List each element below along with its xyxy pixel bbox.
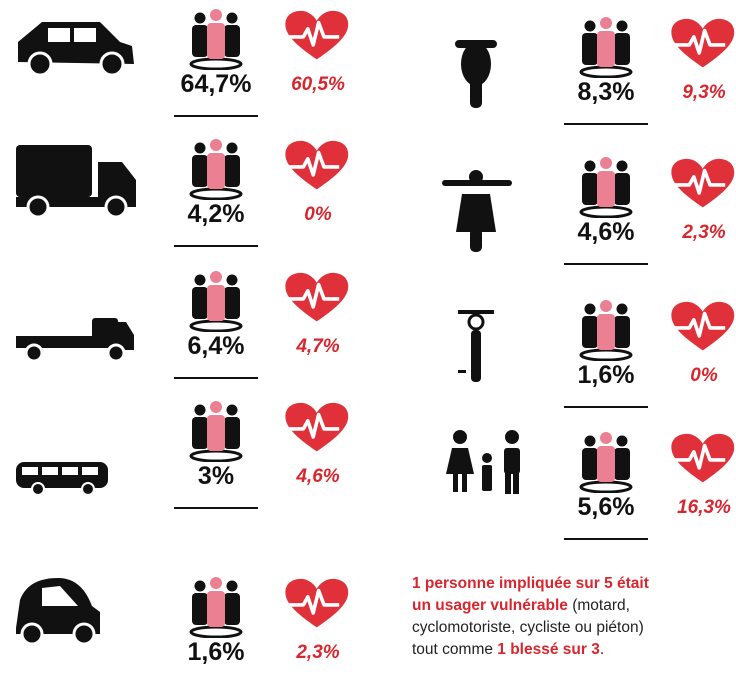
- involved-percent: 1,6%: [188, 638, 245, 666]
- car-icon: [18, 22, 134, 77]
- involved-percent: 4,6%: [578, 218, 635, 246]
- truck-icon: [16, 145, 136, 219]
- heart-icon: [666, 301, 736, 353]
- people-icon: [189, 576, 243, 638]
- small-car-icon: [16, 578, 100, 646]
- involved-percent: 8,3%: [578, 78, 635, 106]
- heart-icon: [280, 10, 350, 62]
- scooter-icon: [442, 170, 512, 252]
- heart-icon: [666, 433, 736, 485]
- heart-icon: [280, 140, 350, 192]
- motorcycle-icon: [455, 40, 497, 108]
- note-segment: (motard,: [568, 597, 630, 614]
- injured-percent: 4,6%: [295, 466, 339, 487]
- note-segment: cyclomotoriste, cycliste ou piéton): [412, 619, 644, 636]
- heart-icon: [280, 402, 350, 454]
- bicycle-icon: [458, 310, 494, 382]
- heart-icon: [280, 578, 350, 630]
- people-icon: [189, 138, 243, 200]
- note-line: tout comme 1 blessé sur 3.: [412, 641, 604, 658]
- note-segment: tout comme: [412, 641, 497, 658]
- note-segment: 1 personne impliquée sur 5 était: [412, 575, 649, 592]
- involved-percent: 4,2%: [188, 200, 245, 228]
- people-icon: [189, 270, 243, 332]
- note-segment: .: [600, 641, 604, 658]
- note-segment: 1 blessé sur 3: [497, 641, 600, 658]
- injured-percent: 60,5%: [291, 74, 345, 95]
- people-icon: [579, 299, 633, 361]
- pedestrians-icon: [446, 430, 520, 494]
- heart-icon: [666, 18, 736, 70]
- injured-percent: 0%: [690, 365, 718, 386]
- injured-percent: 2,3%: [681, 222, 725, 243]
- note-line: 1 personne impliquée sur 5 était: [412, 575, 649, 592]
- involved-percent: 5,6%: [578, 493, 635, 521]
- injured-percent: 16,3%: [677, 497, 731, 518]
- note-line: cyclomotoriste, cycliste ou piéton): [412, 619, 644, 636]
- injured-percent: 0%: [304, 204, 332, 225]
- bus-icon: [16, 462, 108, 496]
- note-segment: un usager vulnérable: [412, 597, 568, 614]
- people-icon: [579, 431, 633, 493]
- vehicle-icons: [16, 22, 520, 646]
- heart-icon: [280, 272, 350, 324]
- involved-percent: 64,7%: [181, 70, 252, 98]
- heart-icon: [666, 158, 736, 210]
- people-icon: [579, 156, 633, 218]
- injured-percent: 9,3%: [682, 82, 725, 103]
- people-icon: [189, 8, 243, 70]
- injured-percent: 4,7%: [295, 336, 339, 357]
- involved-percent: 6,4%: [188, 332, 245, 360]
- involved-percent: 1,6%: [578, 361, 635, 389]
- people-icon: [189, 400, 243, 462]
- pickup-icon: [16, 318, 134, 363]
- people-icon: [579, 16, 633, 78]
- note-line: un usager vulnérable (motard,: [412, 597, 630, 614]
- involved-percent: 3%: [198, 462, 234, 490]
- injured-percent: 2,3%: [295, 642, 339, 663]
